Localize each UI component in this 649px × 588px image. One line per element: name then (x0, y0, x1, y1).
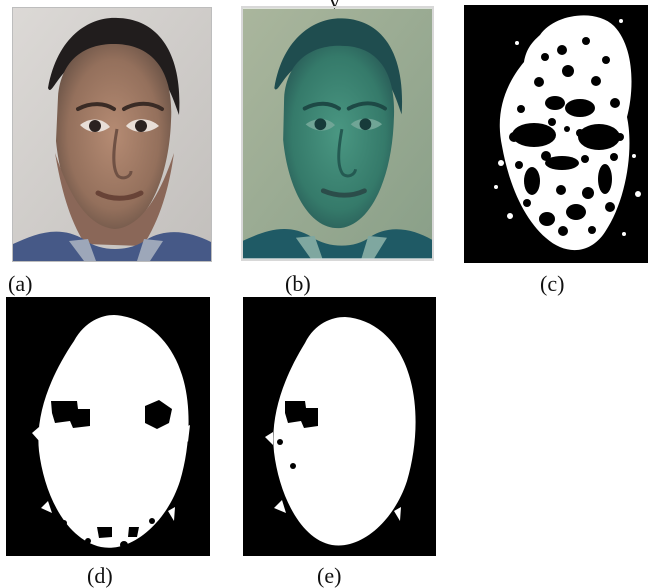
panel-b-color-converted-face (241, 6, 434, 261)
color-converted-face-image (243, 8, 432, 259)
panel-e-filled-face-region (243, 297, 436, 556)
filled-face-region-image (243, 297, 436, 556)
panel-d-cleaned-mask (6, 297, 210, 556)
panel-a-label: (a) (8, 271, 33, 296)
panel-b-label: (b) (285, 271, 311, 296)
panel-c-label: (c) (540, 271, 565, 296)
panel-a-original-face (12, 7, 212, 262)
panel-e-label: (e) (317, 563, 342, 588)
original-face-image (13, 8, 211, 261)
thresholded-skin-mask-image (464, 5, 648, 263)
cleaned-mask-image (6, 297, 210, 556)
panel-c-thresholded-skin-mask (464, 5, 648, 263)
cropped-top-text: y (329, 0, 340, 13)
panel-d-label: (d) (87, 563, 113, 588)
